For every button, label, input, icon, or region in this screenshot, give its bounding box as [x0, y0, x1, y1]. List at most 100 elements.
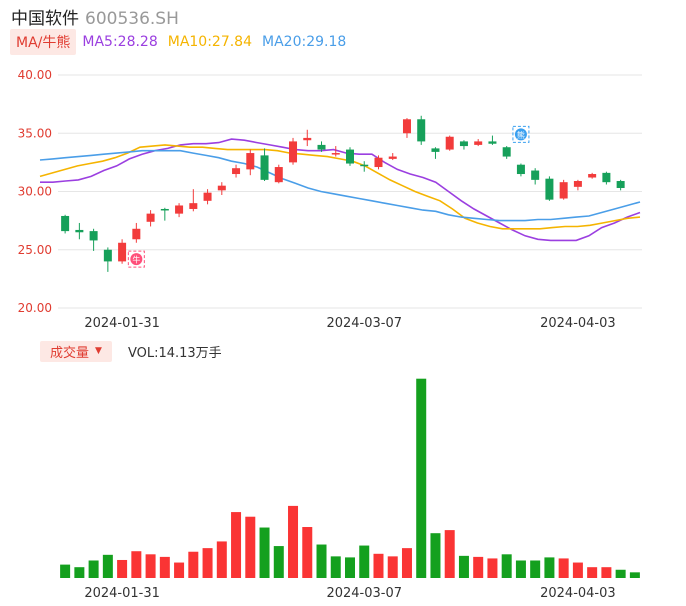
volume-bar — [102, 554, 113, 578]
price-grid — [58, 74, 642, 309]
signal-markers: 牛熊 — [127, 125, 530, 268]
volume-bar — [473, 556, 484, 578]
candle-up — [559, 182, 568, 199]
volume-indicator-select[interactable]: 成交量 ▼ — [40, 340, 112, 362]
candle-up — [175, 205, 184, 214]
volume-bar — [373, 553, 384, 578]
candle-down — [459, 141, 468, 147]
volume-bars — [60, 378, 640, 578]
volume-bar — [401, 548, 412, 578]
x-tick-label: 2024-01-31 — [84, 316, 160, 331]
candle-down — [602, 172, 611, 183]
candle-down — [75, 229, 84, 233]
candle-up — [203, 192, 212, 201]
candle-up — [246, 153, 255, 170]
caret-down-icon: ▼ — [95, 346, 102, 356]
volume-bar — [558, 558, 569, 578]
candle-up — [445, 136, 454, 150]
volume-bar — [530, 560, 541, 578]
candle-up — [289, 141, 298, 163]
y-tick-label: 30.00 — [18, 185, 52, 199]
price-axis: 40.00 35.00 30.00 25.00 20.00 — [18, 68, 52, 315]
ma-legend: MA/牛熊 MA5:28.28 MA10:27.84 MA20:29.18 — [10, 28, 356, 55]
volume-bar — [430, 533, 441, 578]
candle-up — [189, 203, 198, 209]
candle-up — [274, 167, 283, 183]
stock-name: 中国软件 — [11, 9, 79, 29]
candle-down — [103, 249, 112, 262]
ma-mode-toggle[interactable]: MA/牛熊 — [10, 28, 77, 55]
candle-up — [402, 119, 411, 134]
volume-bar — [245, 516, 256, 578]
volume-bar — [131, 551, 142, 578]
volume-bar — [572, 562, 583, 578]
bear-signal-icon — [514, 128, 527, 141]
volume-legend: 成交量 ▼ VOL:14.13万手 — [40, 340, 222, 362]
x-tick-label: 2024-04-03 — [540, 316, 616, 331]
candle-up — [303, 137, 312, 141]
candle-up — [146, 213, 155, 222]
y-tick-label: 35.00 — [18, 126, 52, 140]
y-tick-label: 40.00 — [18, 68, 52, 82]
ma-line-ma5 — [40, 138, 641, 242]
marker-label: 牛 — [132, 255, 140, 265]
x-tick-label: 2024-01-31 — [84, 586, 160, 601]
volume-bar — [145, 554, 156, 578]
volume-bar — [587, 567, 598, 578]
volume-bar — [387, 556, 398, 578]
volume-bar — [601, 567, 612, 578]
candle-up — [474, 141, 483, 145]
candle-down — [417, 119, 426, 142]
volume-bar — [188, 551, 199, 578]
y-tick-label: 20.00 — [18, 301, 52, 315]
ma5-legend: MA5:28.28 — [82, 33, 158, 50]
volume-bar — [515, 560, 526, 578]
volume-bar — [288, 505, 299, 578]
candle-down — [431, 148, 440, 152]
candle-down — [317, 144, 326, 150]
x-tick-label: 2024-03-07 — [326, 316, 402, 331]
stock-code: 600536.SH — [85, 9, 179, 29]
volume-bar — [501, 554, 512, 578]
ma-lines — [39, 138, 641, 242]
candle-up — [588, 174, 597, 178]
candle-up — [374, 157, 383, 168]
candle-up — [573, 181, 582, 187]
volume-bar — [487, 558, 498, 578]
volume-bar — [544, 557, 555, 578]
stock-title: 中国软件 600536.SH — [11, 4, 179, 29]
bull-signal-icon — [130, 253, 143, 266]
volume-bar — [88, 560, 99, 578]
volume-bar — [316, 544, 327, 578]
candle-down — [61, 215, 70, 232]
volume-bar — [629, 572, 640, 578]
candle-down — [545, 178, 554, 200]
volume-bar — [60, 564, 71, 578]
ma-line-ma10 — [39, 144, 641, 230]
candle-down — [502, 147, 511, 157]
candle-down — [160, 208, 169, 211]
marker-frame — [512, 125, 530, 143]
candle-down — [531, 170, 540, 180]
candle-down — [89, 231, 98, 241]
candle-down — [346, 149, 354, 164]
volume-bar — [159, 556, 170, 578]
volume-value: VOL:14.13万手 — [127, 345, 222, 361]
volume-bar — [273, 546, 284, 578]
candle-up — [232, 168, 241, 175]
candle-up — [331, 153, 340, 155]
volume-bar — [444, 530, 455, 578]
volume-bar — [259, 527, 270, 578]
y-tick-label: 25.00 — [18, 243, 52, 257]
volume-date-axis: 2024-01-31 2024-03-07 2024-04-03 — [84, 586, 615, 601]
candle-up — [217, 185, 226, 191]
volume-bar — [231, 512, 242, 578]
candle-up — [132, 228, 141, 240]
volume-bar — [74, 567, 85, 578]
x-tick-label: 2024-03-07 — [326, 586, 402, 601]
volume-bar — [117, 559, 128, 578]
volume-indicator-label: 成交量 — [50, 345, 90, 361]
candle-down — [488, 141, 497, 144]
candle-up — [118, 242, 127, 262]
